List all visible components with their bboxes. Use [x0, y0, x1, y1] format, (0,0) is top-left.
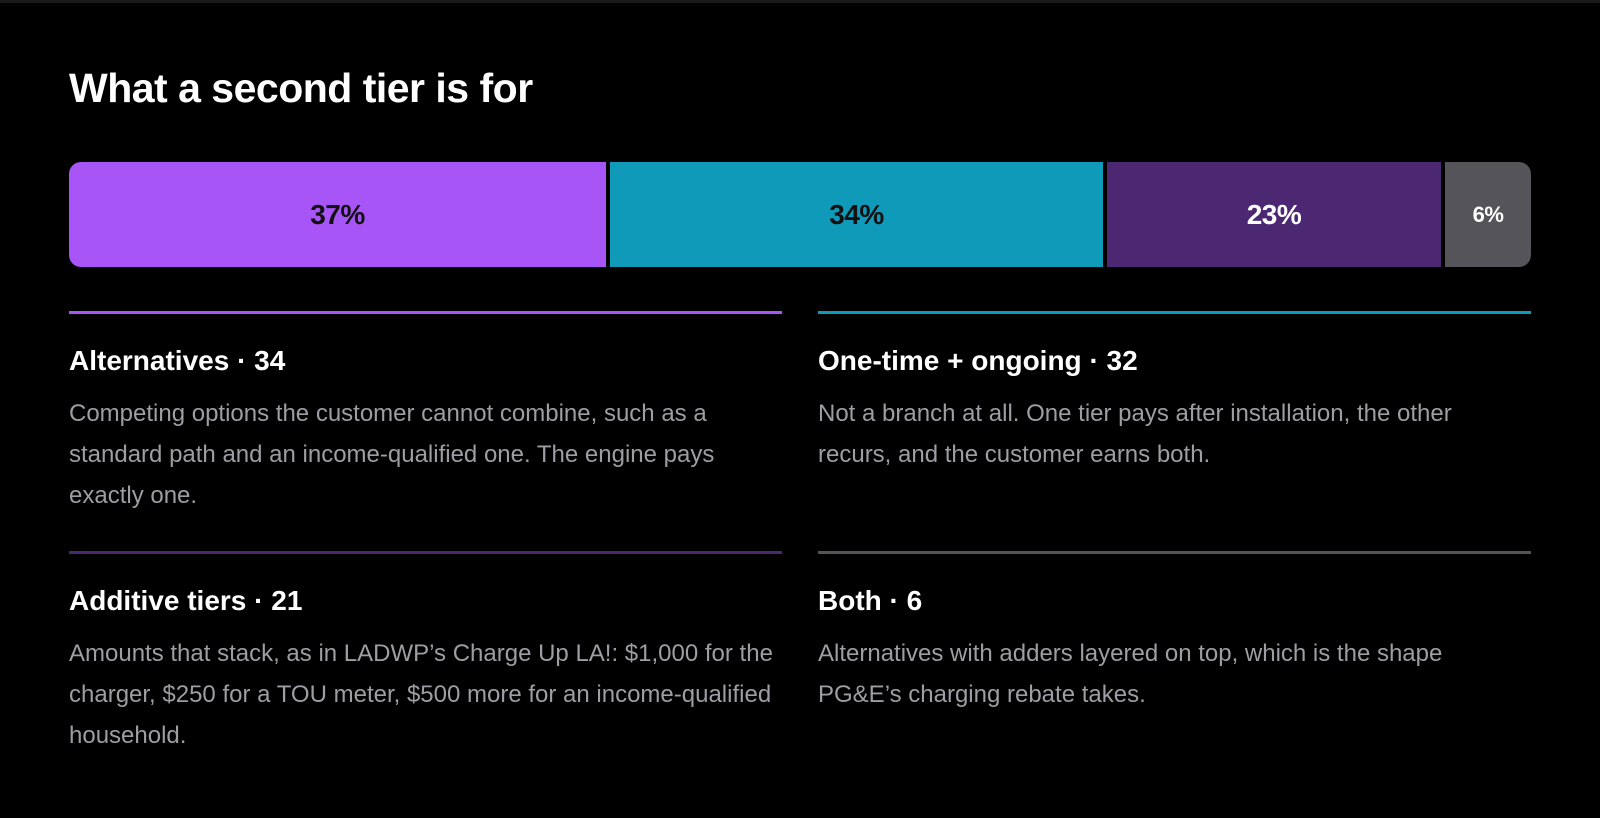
- legend-card-alternatives: Alternatives · 34 Competing options the …: [69, 311, 782, 509]
- legend-card-heading: Additive tiers · 21: [69, 585, 303, 616]
- chart-title: What a second tier is for: [69, 65, 533, 111]
- legend-card-heading: Both · 6: [818, 585, 923, 616]
- legend-card-body: Not a branch at all. One tier pays after…: [818, 400, 1452, 468]
- legend-card-body: Competing options the customer cannot co…: [69, 400, 715, 509]
- top-border: [0, 0, 1600, 3]
- legend-card-rule: [69, 311, 782, 314]
- legend-card-heading: Alternatives · 34: [69, 345, 286, 376]
- bar-segment-label: 23%: [1246, 198, 1302, 230]
- bar-segment: 23%: [1107, 162, 1441, 267]
- bar-segment: 37%: [69, 162, 606, 267]
- legend-card-rule: [818, 311, 1531, 314]
- bar-segment-label: 6%: [1472, 201, 1504, 227]
- legend-card-additive-tiers: Additive tiers · 21 Amounts that stack, …: [69, 551, 782, 749]
- legend-card-rule: [818, 551, 1531, 554]
- bar-segment: 34%: [610, 162, 1103, 267]
- legend-card-rule: [69, 551, 782, 554]
- legend-card-body: Amounts that stack, as in LADWP’s Charge…: [69, 640, 773, 749]
- legend-card-body: Alternatives with adders layered on top,…: [818, 640, 1443, 708]
- legend-card-both: Both · 6 Alternatives with adders layere…: [818, 551, 1531, 708]
- legend-card-one-time-ongoing: One-time + ongoing · 32 Not a branch at …: [818, 311, 1531, 468]
- bar-segment-label: 37%: [310, 198, 365, 230]
- bar-segment-label: 34%: [829, 198, 884, 230]
- stacked-bar: 37% 34% 23% 6%: [69, 162, 1531, 267]
- legend-card-heading: One-time + ongoing · 32: [818, 345, 1138, 376]
- bar-segment: 6%: [1445, 162, 1531, 267]
